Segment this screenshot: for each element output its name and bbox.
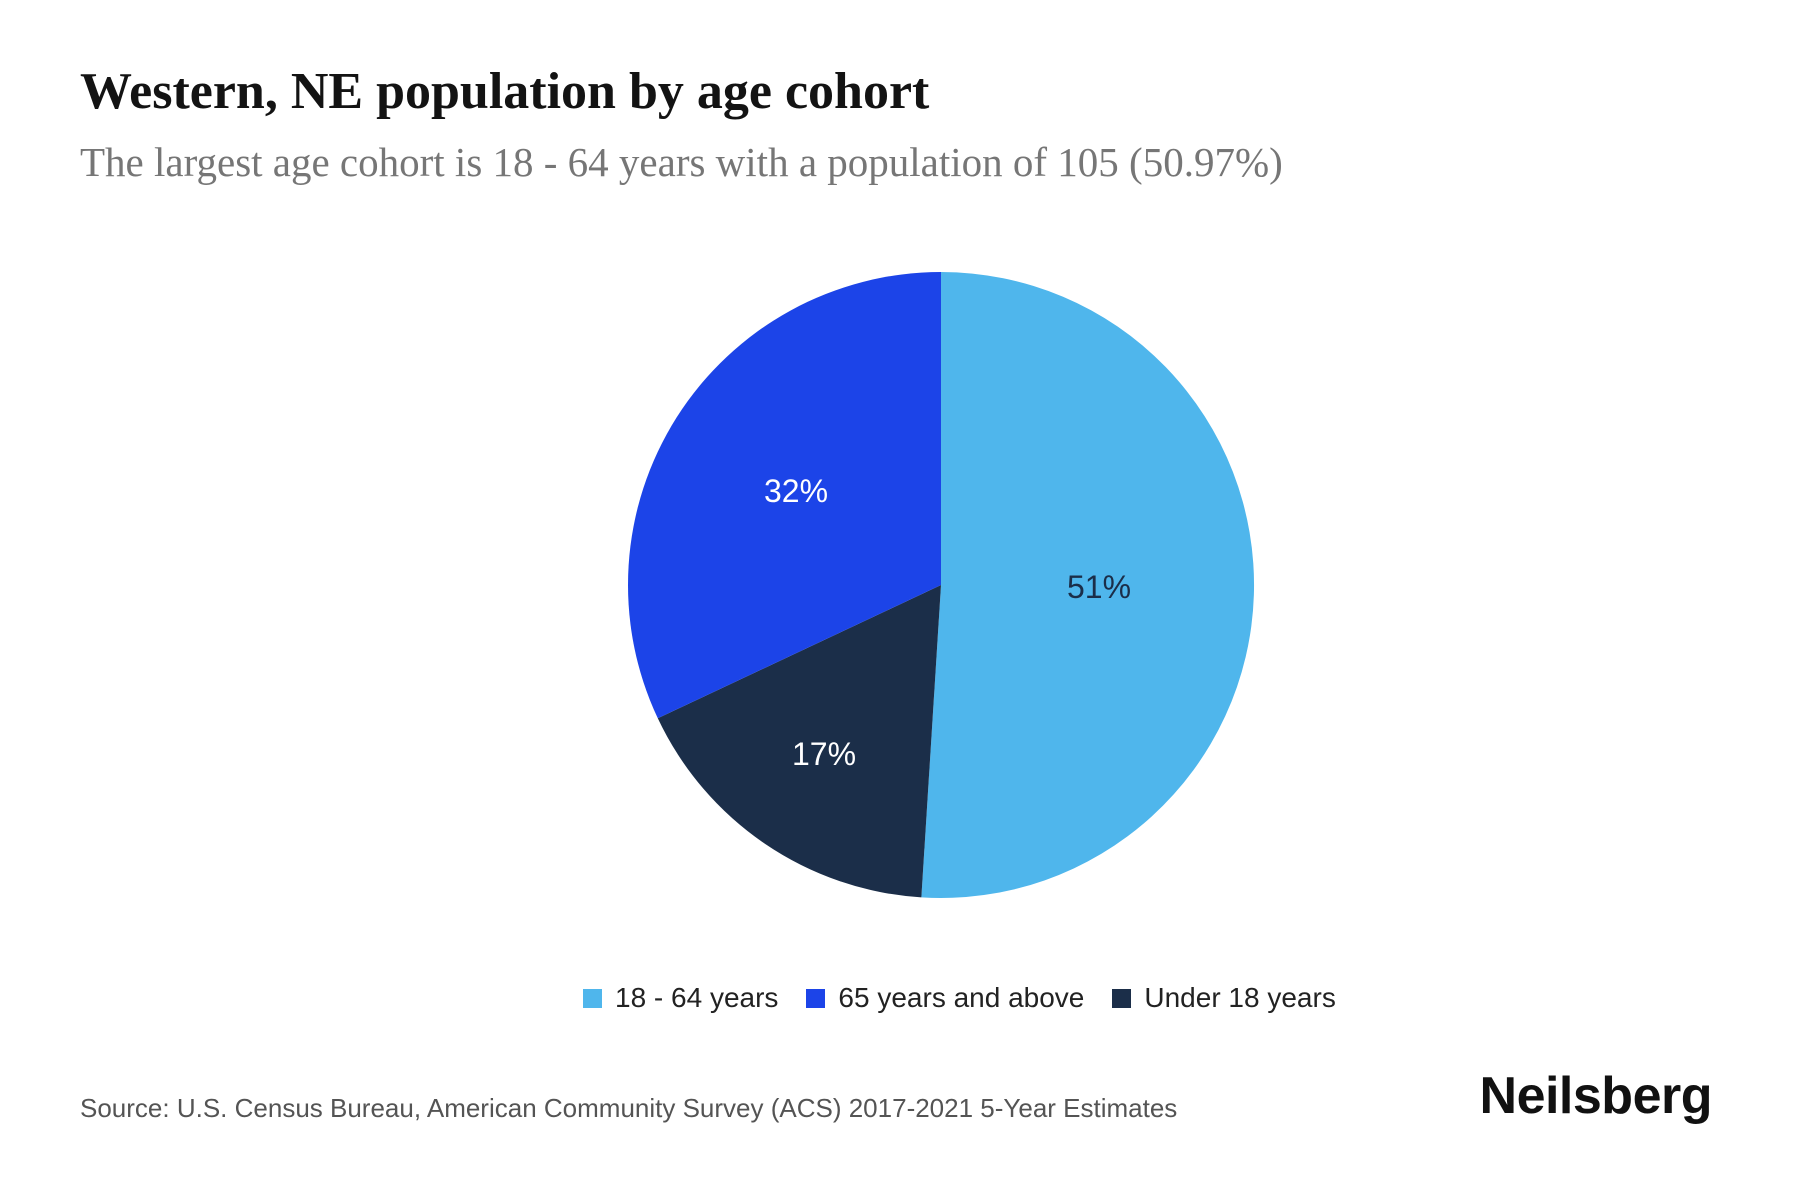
svg-text:32%: 32%: [764, 473, 828, 509]
svg-text:17%: 17%: [792, 736, 856, 772]
svg-text:51%: 51%: [1067, 569, 1131, 605]
